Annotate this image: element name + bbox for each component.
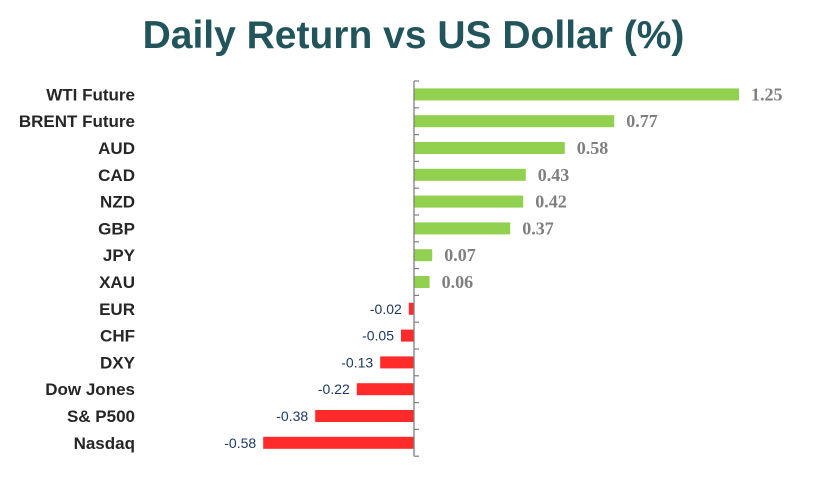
data-label: -0.22 (318, 381, 350, 397)
category-label: S& P500 (67, 407, 135, 426)
data-label: 0.42 (535, 192, 567, 212)
category-label: AUD (98, 139, 135, 158)
bar (414, 276, 430, 288)
bar (414, 249, 433, 262)
bar (315, 410, 414, 422)
category-label: Nasdaq (74, 434, 135, 453)
bar (380, 356, 414, 369)
category-label: CHF (100, 327, 135, 346)
data-label: 0.77 (626, 111, 658, 131)
category-label: EUR (99, 300, 135, 319)
data-label: 0.58 (577, 138, 609, 158)
category-label: JPY (103, 246, 136, 265)
chart-title: Daily Return vs US Dollar (%) (142, 14, 685, 57)
bar (414, 115, 615, 128)
data-label: 1.25 (751, 84, 783, 104)
category-label: NZD (100, 193, 135, 212)
data-label: -0.02 (370, 301, 402, 317)
data-label: 0.06 (442, 272, 474, 292)
bar (263, 436, 414, 449)
data-label: 0.37 (522, 218, 554, 238)
category-label: CAD (98, 166, 135, 185)
category-label: BRENT Future (19, 112, 135, 131)
bar (414, 168, 526, 181)
category-label: XAU (99, 273, 135, 292)
data-label: -0.58 (224, 435, 256, 451)
bar (414, 142, 565, 154)
category-label: WTI Future (46, 85, 135, 104)
category-label: Dow Jones (45, 380, 135, 399)
bar (414, 222, 511, 235)
bar (356, 383, 414, 396)
bar (401, 329, 414, 342)
data-label: -0.38 (276, 408, 308, 424)
bar (414, 88, 739, 101)
data-label: 0.43 (538, 165, 570, 185)
bar (408, 302, 414, 315)
data-label: -0.05 (362, 328, 394, 344)
bar (414, 195, 524, 208)
data-label: -0.13 (341, 354, 373, 370)
category-label: DXY (100, 353, 136, 372)
data-label: 0.07 (444, 245, 476, 265)
category-label: GBP (98, 219, 135, 238)
